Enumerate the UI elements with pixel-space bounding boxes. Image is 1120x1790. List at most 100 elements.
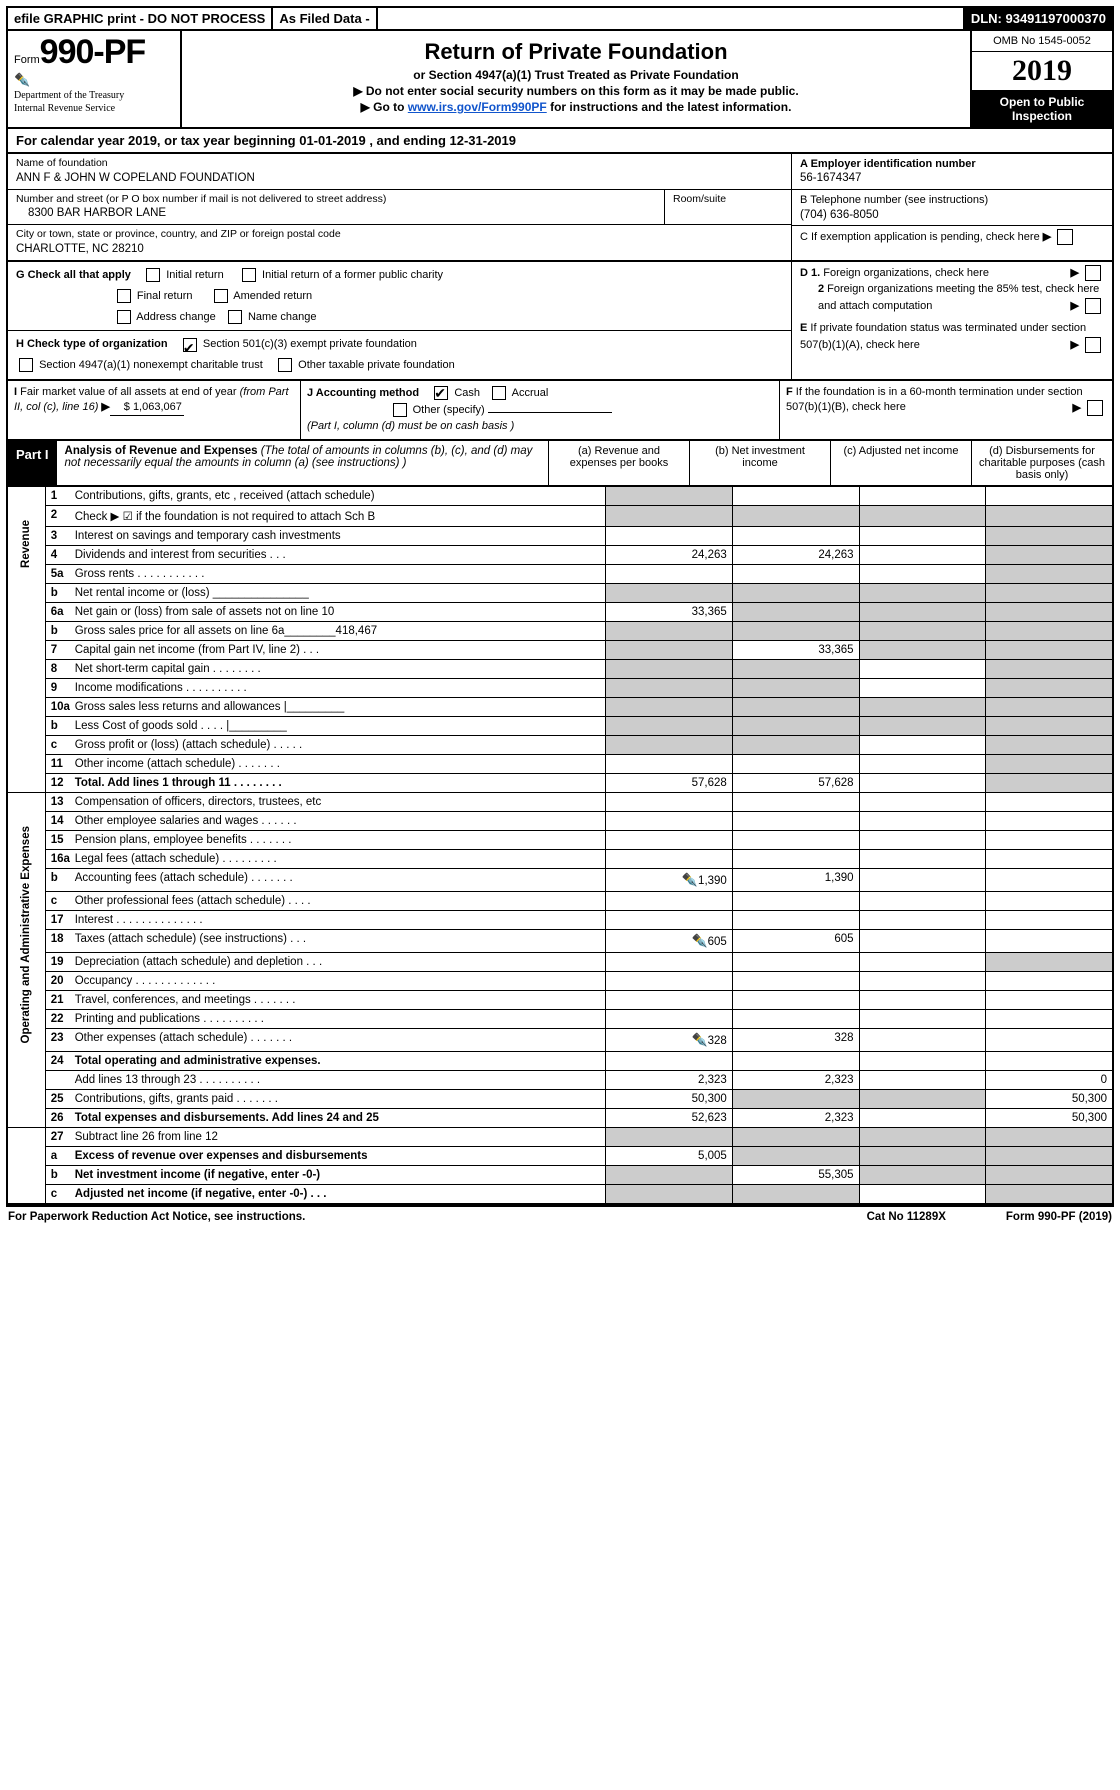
- table-cell: [859, 678, 986, 697]
- table-cell: [859, 891, 986, 910]
- other-method-label: Other (specify): [413, 404, 485, 416]
- initial-former-checkbox[interactable]: [242, 268, 256, 282]
- attachment-icon[interactable]: ✒️: [691, 933, 707, 948]
- table-cell: 5,005: [606, 1146, 733, 1165]
- table-cell: [859, 526, 986, 545]
- table-cell: [986, 952, 1113, 971]
- f-checkbox[interactable]: [1087, 400, 1103, 416]
- table-cell: 57,628: [606, 773, 733, 792]
- fmv-value: $ 1,063,067: [110, 400, 184, 416]
- final-return-checkbox[interactable]: [117, 289, 131, 303]
- table-cell: [859, 602, 986, 621]
- amended-return-checkbox[interactable]: [214, 289, 228, 303]
- table-cell: [859, 849, 986, 868]
- line-description: cGross profit or (loss) (attach schedule…: [45, 735, 605, 754]
- table-cell: [859, 1070, 986, 1089]
- other-method-checkbox[interactable]: [393, 403, 407, 417]
- accrual-checkbox[interactable]: [492, 386, 506, 400]
- table-row: 23Other expenses (attach schedule) . . .…: [7, 1028, 1113, 1051]
- table-cell: [606, 659, 733, 678]
- line-description: bAccounting fees (attach schedule) . . .…: [45, 868, 605, 891]
- table-cell: [732, 1089, 859, 1108]
- table-cell: [732, 990, 859, 1009]
- other-taxable-checkbox[interactable]: [278, 358, 292, 372]
- attachment-icon[interactable]: ✒️: [682, 872, 698, 887]
- 4947a1-label: Section 4947(a)(1) nonexempt charitable …: [39, 359, 263, 371]
- table-cell: [732, 952, 859, 971]
- line-description: bNet investment income (if negative, ent…: [45, 1165, 605, 1184]
- table-cell: 328: [732, 1028, 859, 1051]
- table-cell: [986, 754, 1113, 773]
- table-cell: [732, 811, 859, 830]
- table-row: bGross sales price for all assets on lin…: [7, 621, 1113, 640]
- table-cell: 57,628: [732, 773, 859, 792]
- table-cell: [732, 849, 859, 868]
- page-footer: For Paperwork Reduction Act Notice, see …: [6, 1205, 1114, 1227]
- table-cell: 24,263: [606, 545, 733, 564]
- table-cell: [986, 735, 1113, 754]
- table-row: 6aNet gain or (loss) from sale of assets…: [7, 602, 1113, 621]
- line-description: Add lines 13 through 23 . . . . . . . . …: [45, 1070, 605, 1089]
- table-cell: [606, 891, 733, 910]
- table-cell: 2,323: [732, 1108, 859, 1127]
- form-word: Form: [14, 54, 40, 66]
- d2-checkbox[interactable]: [1085, 298, 1101, 314]
- line-description: 15Pension plans, employee benefits . . .…: [45, 830, 605, 849]
- table-row: bLess Cost of goods sold . . . . |______…: [7, 716, 1113, 735]
- initial-return-label: Initial return: [166, 269, 223, 281]
- table-row: 11Other income (attach schedule) . . . .…: [7, 754, 1113, 773]
- table-cell: [859, 735, 986, 754]
- table-cell: [859, 697, 986, 716]
- table-cell: [732, 1184, 859, 1204]
- treasury-seal-icon: ✒️: [14, 72, 174, 88]
- instructions-link[interactable]: ▶ Go to www.irs.gov/Form990PF for instru…: [190, 99, 962, 115]
- options-grid: G Check all that apply Initial return In…: [6, 262, 1114, 381]
- table-cell: [986, 583, 1113, 602]
- phone-value: (704) 636-8050: [800, 208, 1104, 223]
- d1-checkbox[interactable]: [1085, 265, 1101, 281]
- ssn-warning: ▶ Do not enter social security numbers o…: [190, 83, 962, 99]
- line-description: 24Total operating and administrative exp…: [45, 1051, 605, 1070]
- e-checkbox[interactable]: [1085, 337, 1101, 353]
- name-change-checkbox[interactable]: [228, 310, 242, 324]
- exemption-pending-checkbox[interactable]: [1057, 229, 1073, 245]
- table-cell: 50,300: [986, 1089, 1113, 1108]
- table-row: 7Capital gain net income (from Part IV, …: [7, 640, 1113, 659]
- line-description: 20Occupancy . . . . . . . . . . . . .: [45, 971, 605, 990]
- as-filed-label: As Filed Data -: [273, 8, 377, 29]
- 4947a1-checkbox[interactable]: [19, 358, 33, 372]
- table-cell: [859, 773, 986, 792]
- part1-description: Analysis of Revenue and Expenses (The to…: [57, 441, 548, 485]
- g-label: G Check all that apply: [16, 269, 131, 281]
- table-cell: [732, 716, 859, 735]
- table-row: 25Contributions, gifts, grants paid . . …: [7, 1089, 1113, 1108]
- 501c3-checkbox[interactable]: [183, 338, 197, 352]
- table-row: bNet investment income (if negative, ent…: [7, 1165, 1113, 1184]
- initial-return-checkbox[interactable]: [146, 268, 160, 282]
- line-description: bLess Cost of goods sold . . . . |______…: [45, 716, 605, 735]
- table-cell: [986, 773, 1113, 792]
- phone-label: B Telephone number (see instructions): [800, 193, 1104, 207]
- paperwork-notice: For Paperwork Reduction Act Notice, see …: [8, 1211, 867, 1223]
- table-cell: [606, 1184, 733, 1204]
- table-cell: [859, 868, 986, 891]
- attachment-icon[interactable]: ✒️: [691, 1032, 707, 1047]
- table-cell: ✒️605: [606, 929, 733, 952]
- cash-checkbox[interactable]: [434, 386, 448, 400]
- table-cell: [986, 640, 1113, 659]
- line-description: cAdjusted net income (if negative, enter…: [45, 1184, 605, 1204]
- table-cell: [859, 505, 986, 526]
- col-c-header: (c) Adjusted net income: [831, 441, 972, 485]
- irs-link[interactable]: www.irs.gov/Form990PF: [408, 100, 547, 114]
- table-cell: 50,300: [606, 1089, 733, 1108]
- table-cell: [606, 910, 733, 929]
- name-change-label: Name change: [248, 311, 317, 323]
- address-change-checkbox[interactable]: [117, 310, 131, 324]
- table-cell: [859, 971, 986, 990]
- col-a-header: (a) Revenue and expenses per books: [549, 441, 690, 485]
- line-description: 14Other employee salaries and wages . . …: [45, 811, 605, 830]
- table-cell: [732, 526, 859, 545]
- table-cell: [606, 971, 733, 990]
- room-label: Room/suite: [673, 193, 783, 207]
- table-row: 24Total operating and administrative exp…: [7, 1051, 1113, 1070]
